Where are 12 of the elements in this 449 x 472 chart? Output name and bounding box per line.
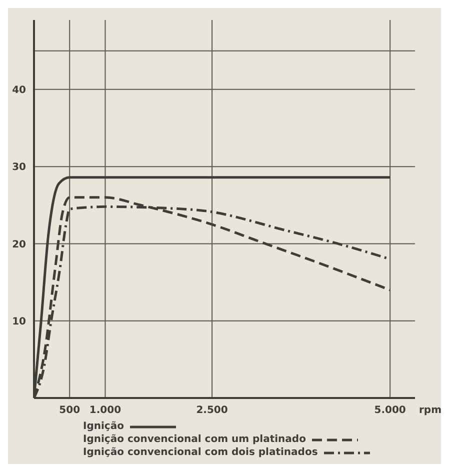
x-tick-label: 1.000: [89, 405, 122, 416]
legend-label: Ignição convencional com dois platinados: [83, 447, 318, 458]
y-tick-label: 20: [12, 239, 26, 250]
y-tick-label: 30: [12, 162, 26, 174]
y-tick-label: 40: [12, 84, 26, 96]
x-tick-label: 500: [59, 405, 80, 416]
x-tick-label: 2.500: [196, 405, 228, 416]
x-axis-title: rpm: [419, 405, 442, 416]
y-tick-label: 10: [12, 316, 26, 328]
legend-label: Ignição convencional com um platinado: [83, 434, 306, 445]
x-tick-label: 5.000: [374, 405, 406, 416]
legend-label: Ignição: [83, 421, 124, 432]
